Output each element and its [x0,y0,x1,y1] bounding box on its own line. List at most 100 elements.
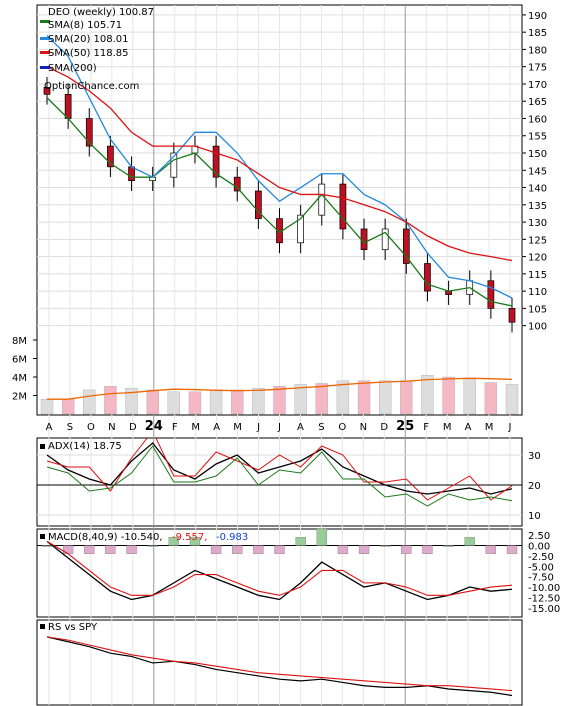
macd-histogram-bar [295,537,306,546]
x-axis-label: M [443,422,452,433]
macd-tick-label: -5.00 [528,562,554,573]
macd-line [46,540,513,601]
macd-label: MACD(8,40,9) -10.540, [48,532,163,543]
price-tick-label: 175 [528,63,547,74]
volume-tick-label: 2M [12,392,27,403]
volume-bar [104,386,117,415]
legend-swatch-sma20 [40,37,50,40]
adx-label: ADX(14) 18.75 [48,441,122,452]
macd-histogram-bar [232,545,243,554]
x-axis-label: 25 [396,419,414,434]
macd-tick-label: -2.50 [528,552,554,563]
volume-bars [40,374,519,415]
macd-histogram-bar [105,545,116,554]
rs-legend: RS vs SPY [40,622,98,633]
price-tick-label: 110 [528,287,547,298]
adx-legend: ADX(14) 18.75 [40,441,122,452]
macd-legend: MACD(8,40,9) -10.540, -9.557, -0.983 [40,532,248,543]
di-minus-line [46,445,513,507]
rs-average-line [46,636,513,692]
volume-bar [61,399,75,415]
macd-histogram-bar [84,545,95,554]
x-axis-label: M [233,422,242,433]
macd-histogram-bar [506,545,518,554]
x-axis-label: S [67,422,73,433]
volume-bar [505,384,519,415]
rs-label: RS vs SPY [48,622,98,633]
legend-sma8: SMA(8) 105.71 [48,20,122,31]
x-axis-label: A [46,422,53,433]
macd-histogram-bar [485,545,497,554]
candle-body [318,183,326,216]
macd-signal-line [46,540,513,596]
x-axis-label: D [380,422,388,433]
x-axis-label: M [191,422,200,433]
macd-histogram-bar [126,545,137,554]
volume-bar [146,389,159,415]
chart-title: DEO (weekly) 100.87 [48,7,154,18]
price-tick-label: 180 [528,45,547,56]
macd-histogram-bar [337,545,349,554]
price-tick-label: 100 [528,322,547,333]
macd-histogram-bar [253,545,264,554]
macd-histogram-bar [401,545,412,554]
macd-histogram-bar [464,537,475,546]
candle-body [128,166,135,181]
candle-body [170,152,178,178]
macd-histogram-bar [189,537,201,546]
macd-tick-label: -7.50 [528,573,554,584]
legend-swatch-sma200 [40,66,50,69]
macd-histogram-bar [380,545,391,547]
volume-bar [442,376,455,415]
price-series [43,35,516,333]
indicator-series [41,438,518,697]
series-line-sma20 [46,35,513,299]
candle-body [233,176,241,192]
price-tick-label: 160 [528,114,547,125]
series-line-sma50 [46,66,513,262]
volume-tick-label: 6M [12,355,27,366]
macd-tick-label: -12.50 [528,593,560,604]
price-tick-label: 145 [528,166,547,177]
candle-body [107,145,114,168]
candle-body [64,93,72,119]
macd-value-red: -9.557, [172,532,207,543]
di-plus-line [46,438,513,501]
x-axis-label: N [360,422,367,433]
price-tick-label: 140 [528,184,547,195]
x-axis-label: O [338,422,346,433]
candle-body [424,263,431,292]
volume-average-line [47,377,513,400]
price-tick-label: 130 [528,218,547,229]
x-axis-label: O [87,422,95,433]
candle-body [402,228,410,264]
macd-histogram-bar [422,545,433,554]
volume-bar [294,384,307,415]
volume-bar [463,377,476,415]
candle-body [85,118,93,147]
x-axis-label: J [508,422,512,433]
x-axis-label: 24 [145,419,163,434]
price-tick-label: 105 [528,304,547,315]
candle-body [212,145,220,178]
legend-sma20: SMA(20) 108.01 [48,34,129,45]
macd-histogram-bar [316,528,327,546]
x-axis-label: A [213,422,220,433]
macd-histogram-bar [41,545,53,547]
volume-bar [400,380,413,415]
volume-bar [336,380,350,415]
price-tick-label: 155 [528,132,547,143]
candle-body [487,280,495,309]
candle-body [508,308,516,323]
x-axis-label: J [256,422,260,433]
macd-tick-label: 2.50 [528,531,550,542]
adx-tick-label: 30 [528,451,541,462]
price-tick-label: 125 [528,235,547,246]
price-tick-label: 135 [528,201,547,212]
candle-body [360,228,368,251]
x-axis-label: S [318,422,324,433]
adx-tick-label: 20 [528,481,541,492]
macd-value-blue: -0.983 [216,532,248,543]
macd-histogram-bar [168,537,179,546]
macd-histogram-bar [358,545,370,554]
